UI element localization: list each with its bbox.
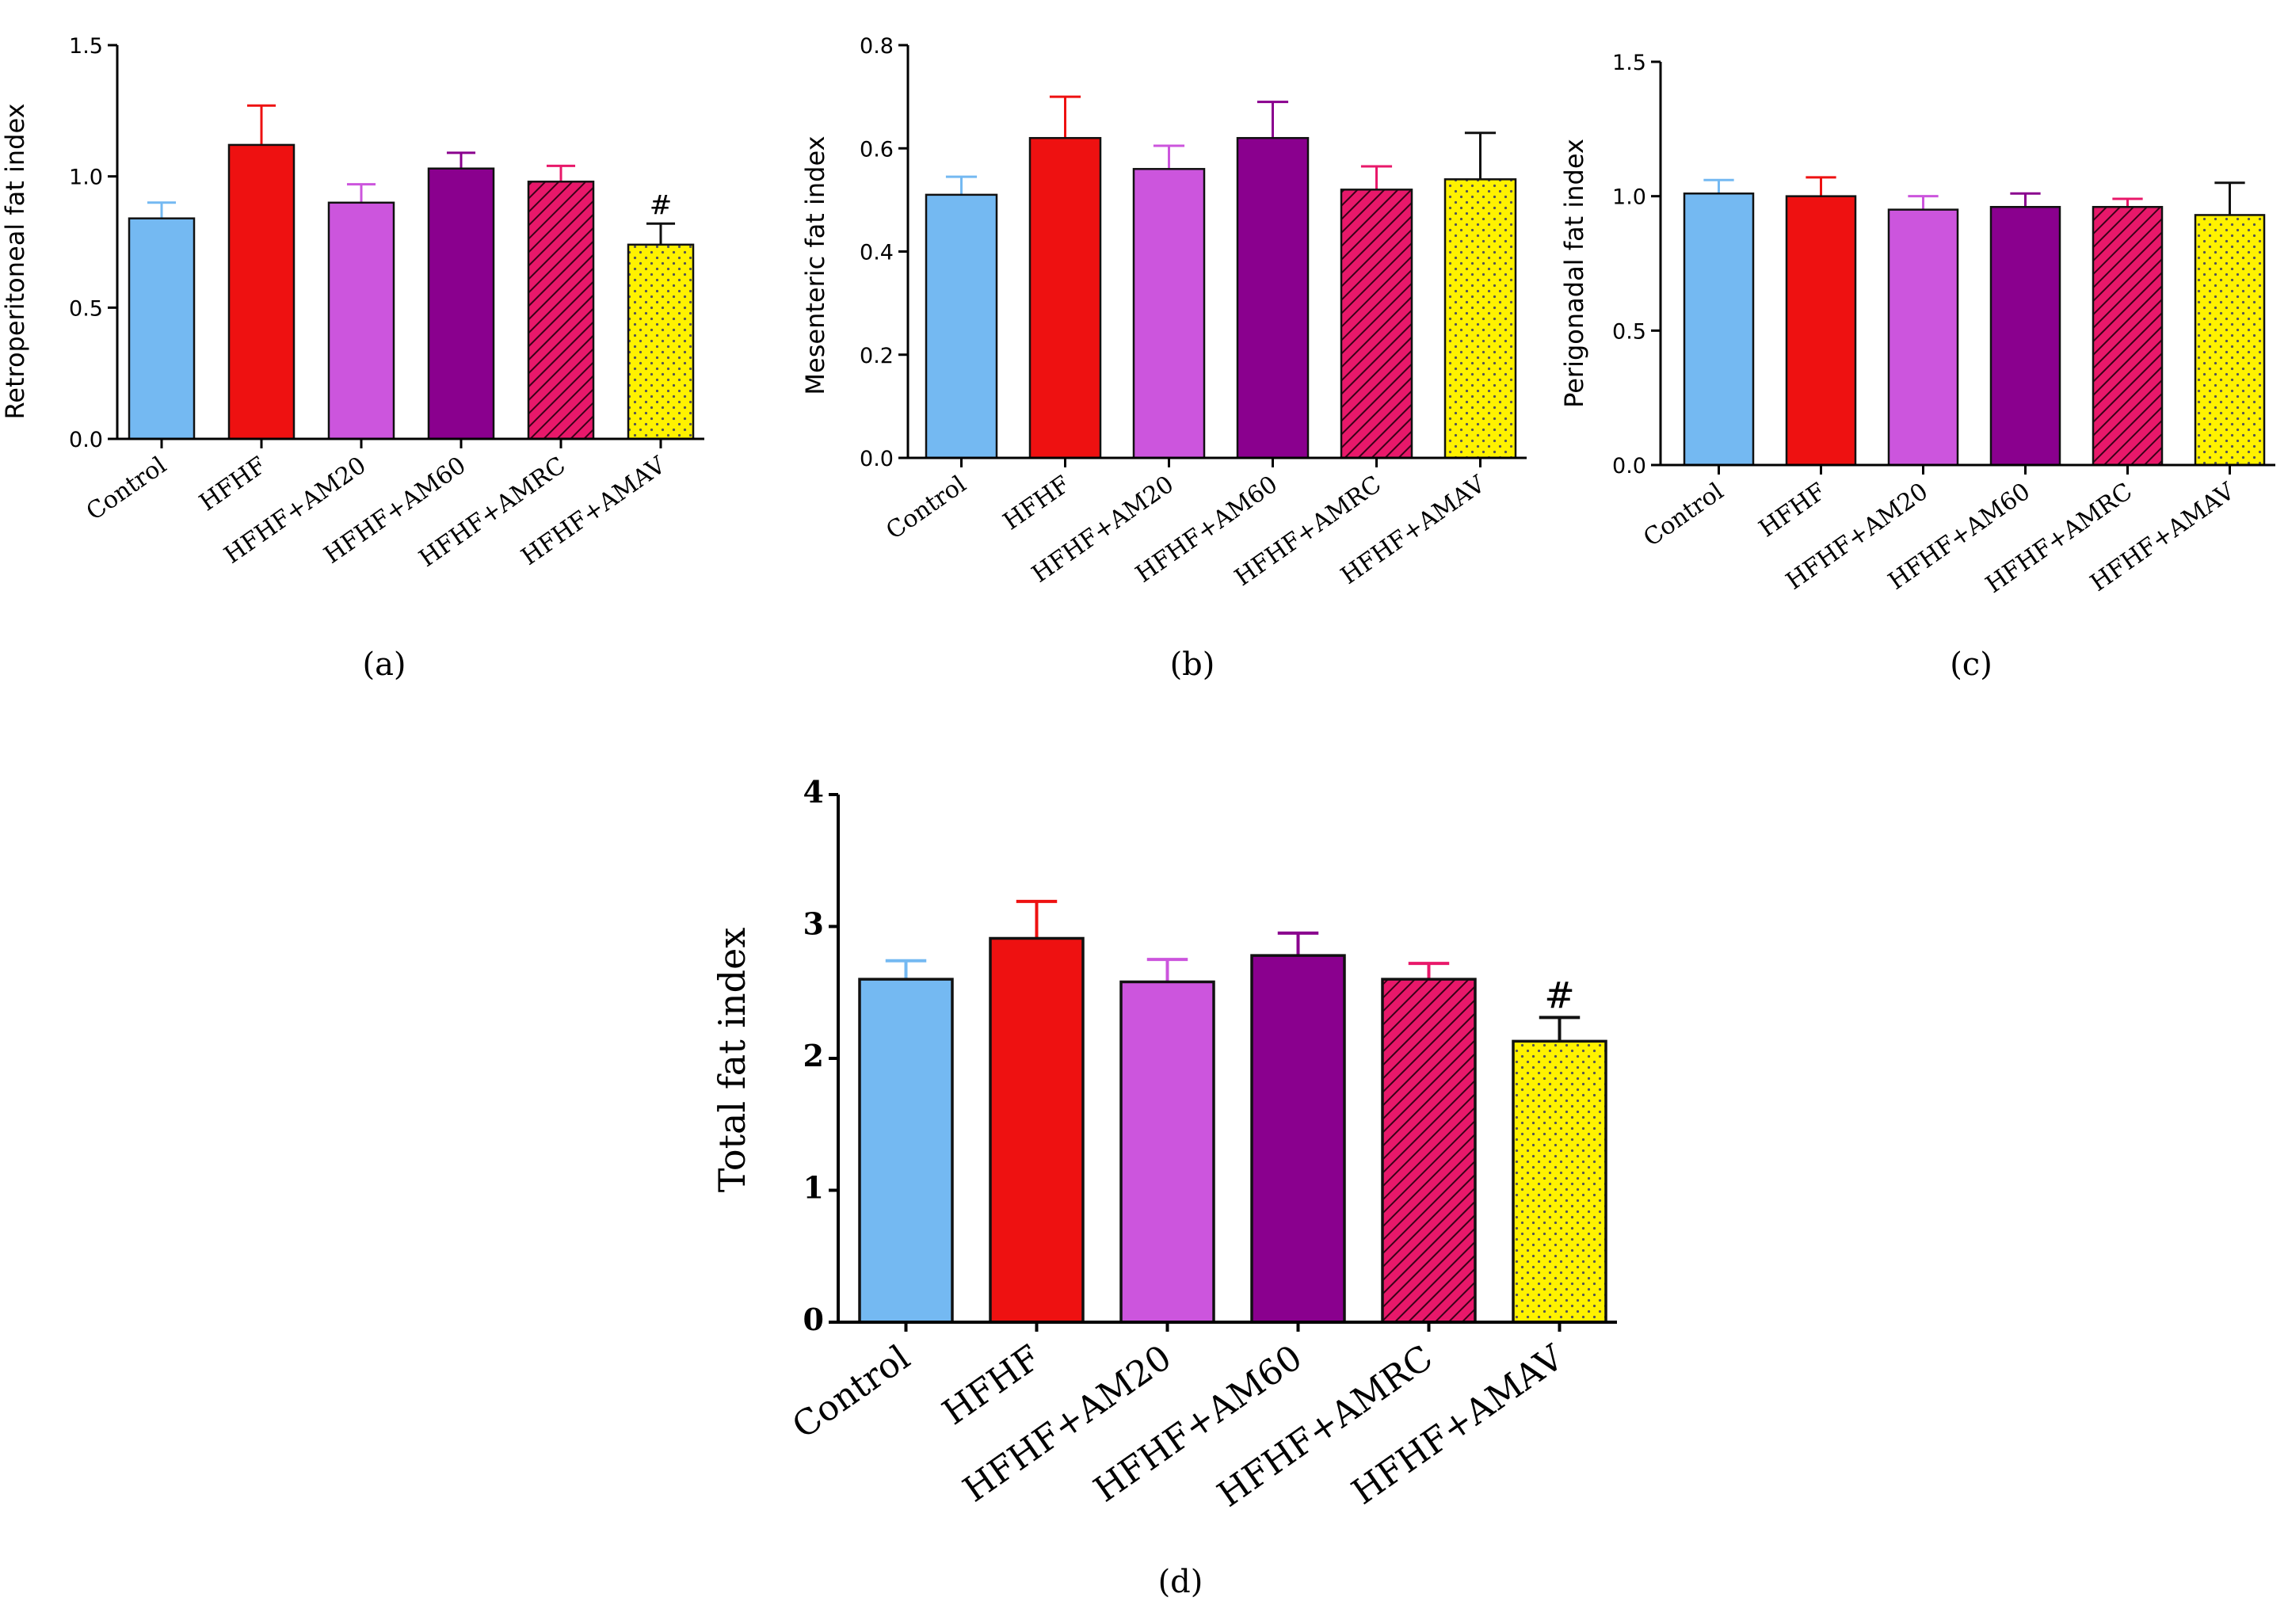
bar-hfhf: [1785, 195, 1857, 467]
bar-hfhf: [227, 143, 296, 440]
bar-control: [858, 978, 954, 1324]
significance-mark: #: [1544, 974, 1575, 1016]
y-axis-label: Total fat index: [711, 928, 753, 1193]
bar-hfhf: [989, 936, 1085, 1324]
bar-hfhf: [1028, 136, 1102, 459]
y-axis-label: Retroperitoneal fat index: [0, 103, 30, 419]
bar-hfhf-am60: [1989, 205, 2061, 467]
significance-mark: #: [650, 189, 673, 221]
bar-hfhf-am20: [1887, 208, 1959, 467]
category-label-control: Control: [785, 1337, 917, 1447]
y-tick-label: 4: [803, 774, 824, 810]
y-axis-label: Mesenteric fat index: [800, 135, 830, 395]
category-label-control: Control: [881, 471, 971, 545]
y-tick-label: 0.5: [1612, 319, 1646, 344]
category-label-hfhf-amav: HFHF+AMAV: [1344, 1337, 1572, 1513]
y-tick-label: 0: [803, 1302, 824, 1337]
bar-hfhf-am60: [1236, 136, 1310, 459]
y-tick-label: 0.5: [69, 296, 103, 321]
y-tick-label: 0.4: [860, 241, 894, 265]
y-tick-label: 3: [803, 906, 824, 942]
category-label-hfhf-amrc: HFHF+AMRC: [1211, 1337, 1440, 1515]
category-label-hfhf: HFHF: [998, 471, 1075, 536]
y-tick-label: 1.0: [69, 166, 103, 190]
bar-hfhf-amav: [1443, 178, 1517, 459]
y-tick-label: 0.0: [69, 428, 103, 452]
bar-hfhf-amrc: [2092, 205, 2164, 467]
bar-hfhf-amrc: [527, 181, 595, 440]
panel-label: (d): [1158, 1564, 1203, 1600]
category-label-control: Control: [82, 452, 172, 526]
bar-hfhf-am20: [1119, 980, 1215, 1324]
y-tick-label: 0.8: [860, 34, 894, 59]
bar-hfhf-am20: [327, 201, 395, 440]
panel-d: Control HFHFHFHF+AM20HFHF+AM60HFHF+AMRCHF…: [711, 774, 1617, 1600]
y-axis-label: Perigonadal fat index: [1559, 139, 1589, 408]
bar-control: [925, 193, 998, 459]
bar-hfhf-amrc: [1340, 189, 1413, 459]
bar-control: [1683, 193, 1755, 467]
panel-b: Control HFHFHFHF+AM20HFHF+AM60HFHF+AMRCHF…: [800, 34, 1527, 683]
y-tick-label: 0.6: [860, 137, 894, 162]
bar-hfhf-am60: [427, 167, 495, 440]
category-label-hfhf: HFHF: [936, 1337, 1048, 1433]
bar-control: [128, 217, 196, 440]
bar-hfhf-amav: [2194, 214, 2266, 467]
category-label-control: Control: [1638, 478, 1729, 552]
y-tick-label: 1.0: [1612, 185, 1646, 210]
y-tick-label: 1.5: [1612, 51, 1646, 75]
bar-hfhf-amrc: [1381, 978, 1477, 1324]
category-label-hfhf: HFHF: [195, 452, 272, 517]
y-tick-label: 0.0: [1612, 454, 1646, 478]
y-tick-label: 2: [803, 1038, 824, 1073]
panel-label: (a): [362, 646, 406, 683]
panel-a: Control HFHFHFHF+AM20HFHF+AM60HFHF+AMRCHF…: [0, 34, 704, 683]
bar-hfhf-am20: [1132, 168, 1206, 459]
panel-label: (c): [1950, 646, 1992, 683]
panel-label: (b): [1170, 646, 1215, 683]
bar-hfhf-amav: [627, 243, 695, 440]
y-tick-label: 0.0: [860, 447, 894, 471]
y-tick-label: 0.2: [860, 344, 894, 368]
bar-hfhf-am60: [1250, 954, 1346, 1324]
panel-c: Control HFHFHFHF+AM20HFHF+AM60HFHF+AMRCHF…: [1559, 51, 2275, 683]
category-label-hfhf: HFHF: [1754, 478, 1831, 543]
y-tick-label: 1: [803, 1170, 824, 1206]
y-tick-label: 1.5: [69, 34, 103, 59]
bar-hfhf-amav: [1512, 1039, 1607, 1324]
